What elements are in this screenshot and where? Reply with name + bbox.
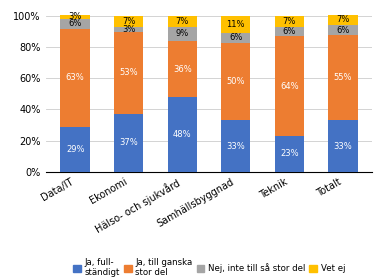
Bar	[114, 16, 143, 27]
Bar	[114, 32, 143, 114]
Bar	[275, 27, 304, 36]
Text: 36%: 36%	[173, 65, 192, 73]
Text: 9%: 9%	[176, 29, 189, 39]
Bar	[275, 136, 304, 172]
Legend: Ja, full-
ständigt, Ja, till ganska
stor del, Nej, inte till så stor del, Vet ej: Ja, full- ständigt, Ja, till ganska stor…	[70, 255, 348, 277]
Text: 55%: 55%	[334, 73, 352, 82]
Bar	[221, 120, 250, 172]
Text: 3%: 3%	[68, 12, 82, 21]
Bar	[328, 120, 358, 172]
Bar	[275, 36, 304, 136]
Bar	[60, 14, 90, 19]
Text: 7%: 7%	[122, 17, 135, 26]
Text: 6%: 6%	[283, 27, 296, 36]
Text: 6%: 6%	[68, 19, 82, 28]
Text: 64%: 64%	[280, 82, 299, 91]
Bar	[114, 114, 143, 172]
Text: 11%: 11%	[226, 20, 245, 29]
Text: 37%: 37%	[119, 138, 138, 147]
Text: 63%: 63%	[66, 73, 85, 82]
Bar	[221, 43, 250, 120]
Text: 29%: 29%	[66, 145, 84, 154]
Bar	[275, 16, 304, 27]
Bar	[168, 41, 197, 97]
Text: 33%: 33%	[226, 142, 245, 151]
Bar	[328, 35, 358, 120]
Text: 6%: 6%	[336, 25, 350, 35]
Bar	[60, 127, 90, 172]
Bar	[328, 14, 358, 25]
Bar	[168, 16, 197, 27]
Bar	[114, 27, 143, 32]
Bar	[221, 33, 250, 43]
Bar	[168, 97, 197, 172]
Text: 7%: 7%	[283, 17, 296, 26]
Text: 6%: 6%	[229, 34, 242, 42]
Bar	[168, 27, 197, 41]
Text: 3%: 3%	[122, 25, 135, 34]
Bar	[60, 29, 90, 127]
Text: 23%: 23%	[280, 149, 299, 158]
Text: 50%: 50%	[226, 77, 245, 86]
Bar	[328, 25, 358, 35]
Bar	[221, 16, 250, 33]
Text: 7%: 7%	[176, 17, 189, 26]
Text: 53%: 53%	[119, 68, 138, 77]
Text: 33%: 33%	[333, 142, 352, 151]
Text: 48%: 48%	[173, 130, 192, 139]
Text: 7%: 7%	[336, 16, 350, 24]
Bar	[60, 19, 90, 29]
